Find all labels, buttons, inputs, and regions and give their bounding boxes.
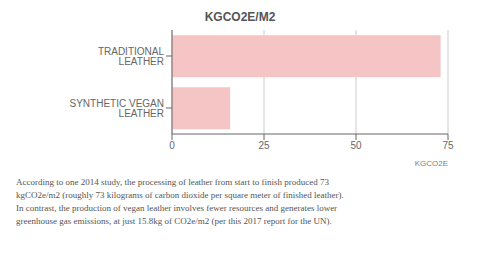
svg-text:TRADITIONALLEATHER: TRADITIONALLEATHER bbox=[98, 46, 165, 67]
svg-text:25: 25 bbox=[258, 140, 270, 151]
svg-text:SYNTHETIC VEGANLEATHER: SYNTHETIC VEGANLEATHER bbox=[70, 98, 164, 119]
html-text:greenhouse gas emissions, at j: greenhouse gas emissions, at just 15.8kg… bbox=[16, 216, 332, 226]
svg-text:75: 75 bbox=[442, 140, 454, 151]
html-text:kgCO2e/m2 (roughly 73 kilogram: kgCO2e/m2 (roughly 73 kilograms of carbo… bbox=[16, 190, 344, 200]
html-text:According to one 2014 study, t: According to one 2014 study, the process… bbox=[16, 177, 330, 187]
html-text:In contrast, the production of: In contrast, the production of vegan lea… bbox=[16, 203, 338, 213]
html-text:KGCO2E/M2: KGCO2E/M2 bbox=[204, 10, 276, 24]
svg-text:50: 50 bbox=[350, 140, 362, 151]
svg-text:0: 0 bbox=[169, 140, 175, 151]
svg-text:KGCO2E: KGCO2E bbox=[415, 159, 448, 166]
